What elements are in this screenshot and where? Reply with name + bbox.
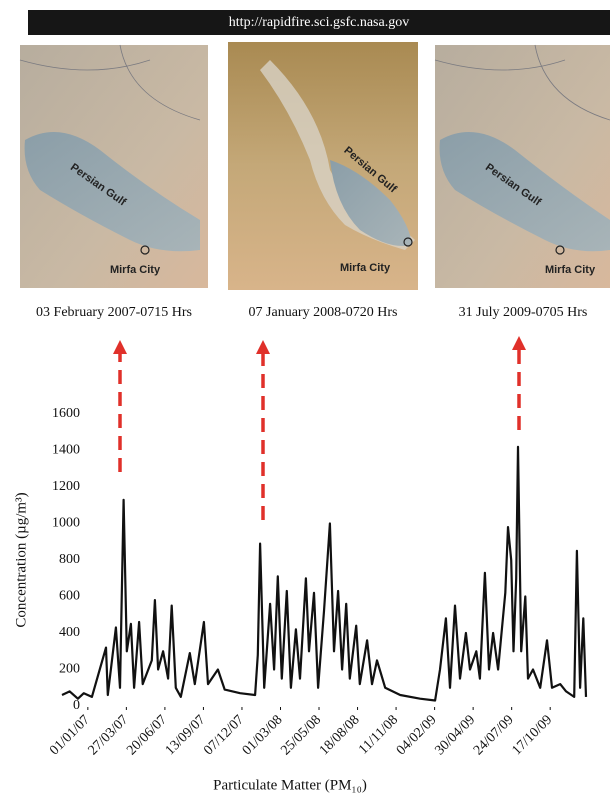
- city-label: Mirfa City: [110, 264, 161, 276]
- x-tick-label: 11/11/08: [356, 712, 401, 757]
- y-tick-label: 600: [59, 589, 80, 604]
- city-label: Mirfa City: [340, 262, 391, 274]
- x-tick-label: 25/05/08: [278, 712, 324, 758]
- x-tick-label: 30/04/09: [432, 712, 478, 758]
- y-tick-label: 1400: [52, 443, 80, 458]
- caption: 03 February 2007-0715 Hrs: [36, 305, 192, 320]
- caption: 31 July 2009-0705 Hrs: [459, 305, 588, 320]
- y-axis-label: Concentration (µg/m³): [13, 492, 29, 627]
- x-tick-label: 07/12/07: [201, 712, 247, 758]
- x-tick-label: 18/08/08: [317, 712, 363, 758]
- event-arrows: [120, 348, 519, 520]
- x-tick-label: 04/02/09: [394, 712, 440, 758]
- x-tick-label: 24/07/09: [471, 712, 517, 758]
- satellite-image: Persian Gulf Mirfa City: [435, 45, 610, 288]
- x-tick-label: 17/10/09: [509, 712, 555, 758]
- x-tick-label: 27/03/07: [86, 712, 132, 758]
- satellite-image: Persian Gulf Mirfa City: [228, 42, 418, 290]
- y-tick-label: 1600: [52, 406, 80, 421]
- x-tick-label: 01/01/07: [47, 712, 93, 758]
- x-tick-label: 20/06/07: [124, 712, 170, 758]
- y-tick-label: 400: [59, 625, 80, 640]
- satellite-image: Persian Gulf Mirfa City: [20, 45, 208, 288]
- x-tick-label: 01/03/08: [240, 712, 286, 758]
- y-tick-label: 0: [73, 698, 80, 713]
- arrow-heads: [113, 336, 526, 354]
- y-tick-label: 1200: [52, 479, 80, 494]
- y-tick-label: 800: [59, 552, 80, 567]
- y-tick-label: 200: [59, 662, 80, 677]
- figure: http://rapidfire.sci.gsfc.nasa.gov Persi…: [0, 0, 610, 799]
- caption: 07 January 2008-0720 Hrs: [249, 305, 398, 320]
- city-label: Mirfa City: [545, 264, 596, 276]
- data-line: [62, 447, 586, 701]
- banner-text: http://rapidfire.sci.gsfc.nasa.gov: [229, 15, 409, 30]
- x-axis-label: Particulate Matter (PM₁₀): [213, 777, 367, 793]
- x-tick-label: 13/09/07: [163, 712, 209, 758]
- y-tick-label: 1000: [52, 516, 80, 531]
